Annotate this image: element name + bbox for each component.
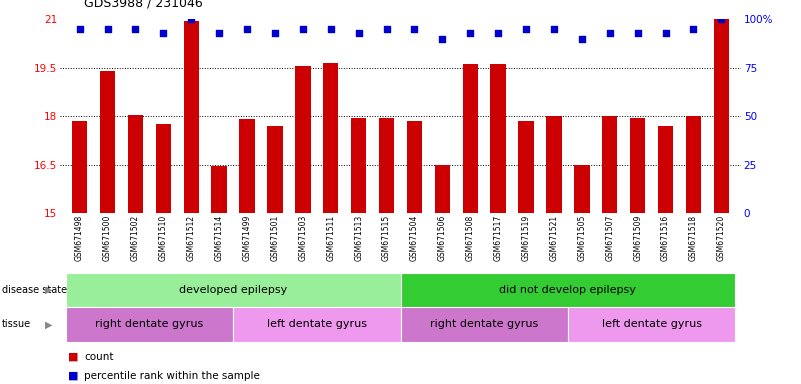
Bar <box>630 118 646 213</box>
Text: GSM671500: GSM671500 <box>103 215 112 261</box>
Text: ▶: ▶ <box>45 319 52 329</box>
Bar <box>239 119 255 213</box>
Text: GSM671514: GSM671514 <box>215 215 223 261</box>
Bar <box>268 126 283 213</box>
Point <box>213 30 226 36</box>
Text: GSM671518: GSM671518 <box>689 215 698 261</box>
Text: GSM671507: GSM671507 <box>606 215 614 261</box>
Point <box>296 26 309 32</box>
Bar <box>66 307 233 342</box>
Bar <box>658 126 674 213</box>
Point <box>73 26 86 32</box>
Text: GSM671505: GSM671505 <box>578 215 586 261</box>
Point <box>436 36 449 42</box>
Text: ▶: ▶ <box>45 285 52 295</box>
Text: GSM671519: GSM671519 <box>521 215 530 261</box>
Point <box>129 26 142 32</box>
Text: GSM671503: GSM671503 <box>298 215 308 261</box>
Point <box>101 26 114 32</box>
Bar <box>435 165 450 213</box>
Text: GDS3988 / 231046: GDS3988 / 231046 <box>84 0 203 10</box>
Bar <box>379 118 394 213</box>
Text: percentile rank within the sample: percentile rank within the sample <box>84 371 260 381</box>
Text: GSM671512: GSM671512 <box>187 215 195 261</box>
Text: tissue: tissue <box>2 319 30 329</box>
Text: GSM671504: GSM671504 <box>410 215 419 261</box>
Bar <box>518 121 533 213</box>
Bar <box>351 118 366 213</box>
Bar <box>568 307 735 342</box>
Text: did not develop epilepsy: did not develop epilepsy <box>500 285 636 295</box>
Text: disease state: disease state <box>2 285 66 295</box>
Bar <box>574 165 590 213</box>
Point <box>687 26 700 32</box>
Text: right dentate gyrus: right dentate gyrus <box>430 319 538 329</box>
Text: GSM671520: GSM671520 <box>717 215 726 261</box>
Text: GSM671510: GSM671510 <box>159 215 168 261</box>
Bar <box>686 116 701 213</box>
Text: GSM671499: GSM671499 <box>243 215 252 261</box>
Bar <box>233 307 400 342</box>
Text: GSM671516: GSM671516 <box>661 215 670 261</box>
Point <box>548 26 561 32</box>
Bar <box>400 307 568 342</box>
Text: left dentate gyrus: left dentate gyrus <box>267 319 367 329</box>
Bar <box>127 114 143 213</box>
Point <box>659 30 672 36</box>
Bar <box>155 124 171 213</box>
Bar <box>183 21 199 213</box>
Text: GSM671502: GSM671502 <box>131 215 140 261</box>
Text: GSM671521: GSM671521 <box>549 215 558 261</box>
Text: count: count <box>84 351 114 362</box>
Point <box>185 16 198 22</box>
Text: GSM671501: GSM671501 <box>271 215 280 261</box>
Point <box>520 26 533 32</box>
Text: ■: ■ <box>68 351 78 362</box>
Point <box>352 30 365 36</box>
Bar <box>66 273 400 307</box>
Bar <box>546 116 562 213</box>
Bar <box>490 65 506 213</box>
Text: GSM671517: GSM671517 <box>493 215 503 261</box>
Bar <box>72 121 87 213</box>
Text: GSM671506: GSM671506 <box>438 215 447 261</box>
Bar <box>323 63 338 213</box>
Point <box>715 16 728 22</box>
Point <box>157 30 170 36</box>
Bar <box>463 65 478 213</box>
Point <box>408 26 421 32</box>
Point <box>324 26 337 32</box>
Text: developed epilepsy: developed epilepsy <box>179 285 288 295</box>
Point <box>492 30 505 36</box>
Bar <box>714 19 729 213</box>
Text: GSM671498: GSM671498 <box>75 215 84 261</box>
Bar <box>400 273 735 307</box>
Point <box>603 30 616 36</box>
Point <box>464 30 477 36</box>
Text: right dentate gyrus: right dentate gyrus <box>95 319 203 329</box>
Bar <box>211 166 227 213</box>
Text: ■: ■ <box>68 371 78 381</box>
Text: GSM671511: GSM671511 <box>326 215 336 261</box>
Point <box>268 30 281 36</box>
Bar <box>295 66 311 213</box>
Bar <box>100 71 115 213</box>
Point <box>575 36 588 42</box>
Bar <box>407 121 422 213</box>
Point <box>380 26 393 32</box>
Text: GSM671515: GSM671515 <box>382 215 391 261</box>
Bar <box>602 116 618 213</box>
Point <box>240 26 253 32</box>
Text: GSM671513: GSM671513 <box>354 215 363 261</box>
Point <box>631 30 644 36</box>
Text: left dentate gyrus: left dentate gyrus <box>602 319 702 329</box>
Text: GSM671508: GSM671508 <box>465 215 475 261</box>
Text: GSM671509: GSM671509 <box>633 215 642 261</box>
